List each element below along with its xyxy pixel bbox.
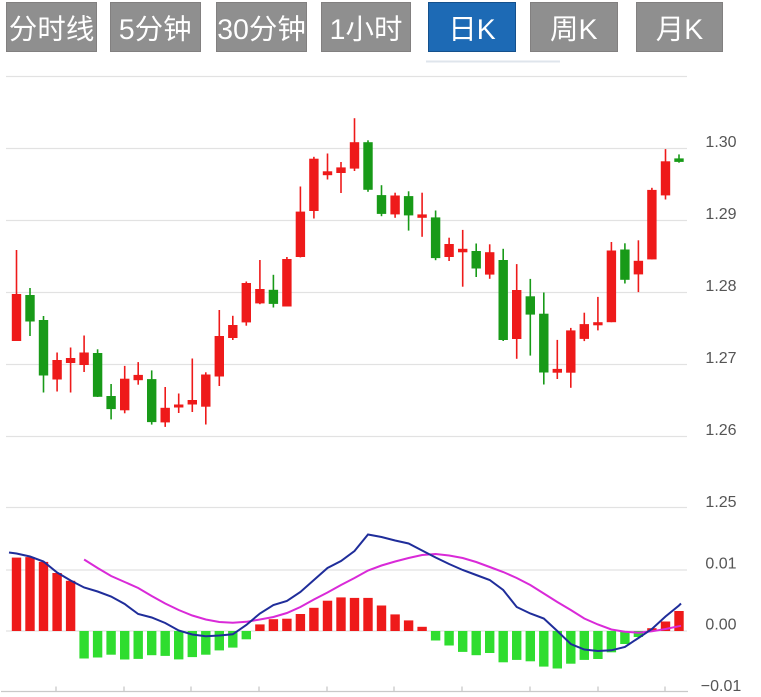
svg-text:1.25: 1.25 bbox=[705, 494, 736, 511]
svg-text:−0.01: −0.01 bbox=[701, 678, 742, 695]
svg-text:1.29: 1.29 bbox=[705, 206, 736, 223]
svg-text:0.01: 0.01 bbox=[705, 556, 736, 573]
svg-text:0.00: 0.00 bbox=[705, 617, 736, 634]
svg-text:1.27: 1.27 bbox=[705, 350, 736, 367]
svg-text:1.28: 1.28 bbox=[705, 278, 736, 295]
svg-text:1.26: 1.26 bbox=[705, 422, 736, 439]
svg-text:1.30: 1.30 bbox=[705, 134, 736, 151]
